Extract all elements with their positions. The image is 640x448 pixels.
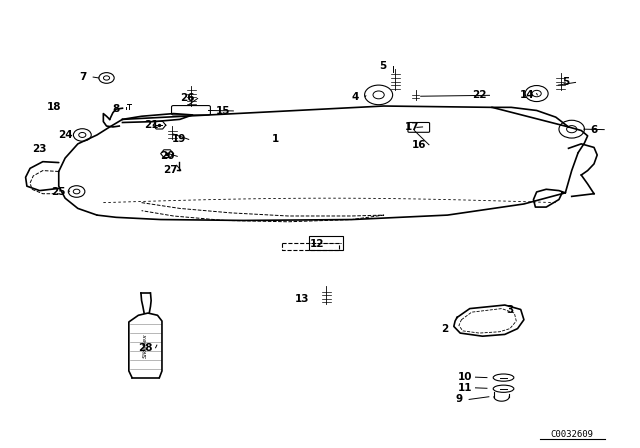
Text: 27: 27 [163, 165, 177, 175]
Text: 1: 1 [272, 134, 279, 144]
Text: 14: 14 [520, 90, 534, 100]
Text: 26: 26 [180, 94, 195, 103]
Text: 3: 3 [506, 306, 513, 315]
Text: 2: 2 [440, 324, 448, 334]
Text: 23: 23 [33, 144, 47, 154]
Text: 16: 16 [412, 140, 426, 150]
Text: 5: 5 [379, 61, 386, 71]
Text: 20: 20 [160, 151, 174, 161]
Text: 8: 8 [113, 104, 120, 114]
Text: 4: 4 [351, 92, 359, 102]
Text: 17: 17 [405, 122, 420, 132]
Text: 10: 10 [458, 372, 472, 382]
Text: 28: 28 [138, 343, 153, 353]
Text: 22: 22 [472, 90, 486, 100]
Text: 13: 13 [295, 294, 309, 304]
Text: 6: 6 [590, 125, 598, 134]
Text: 7: 7 [79, 72, 86, 82]
Text: 21: 21 [145, 120, 159, 130]
Text: 15: 15 [216, 106, 230, 116]
Text: 11: 11 [458, 383, 472, 393]
Text: 19: 19 [172, 134, 186, 144]
Text: 9: 9 [455, 394, 463, 405]
Text: 5: 5 [562, 78, 569, 87]
Text: 12: 12 [310, 239, 324, 249]
Text: 25: 25 [51, 187, 66, 197]
Text: Sikaflex: Sikaflex [143, 333, 148, 358]
Text: C0032609: C0032609 [550, 430, 593, 439]
Text: 24: 24 [58, 130, 72, 140]
Text: 18: 18 [46, 102, 61, 112]
